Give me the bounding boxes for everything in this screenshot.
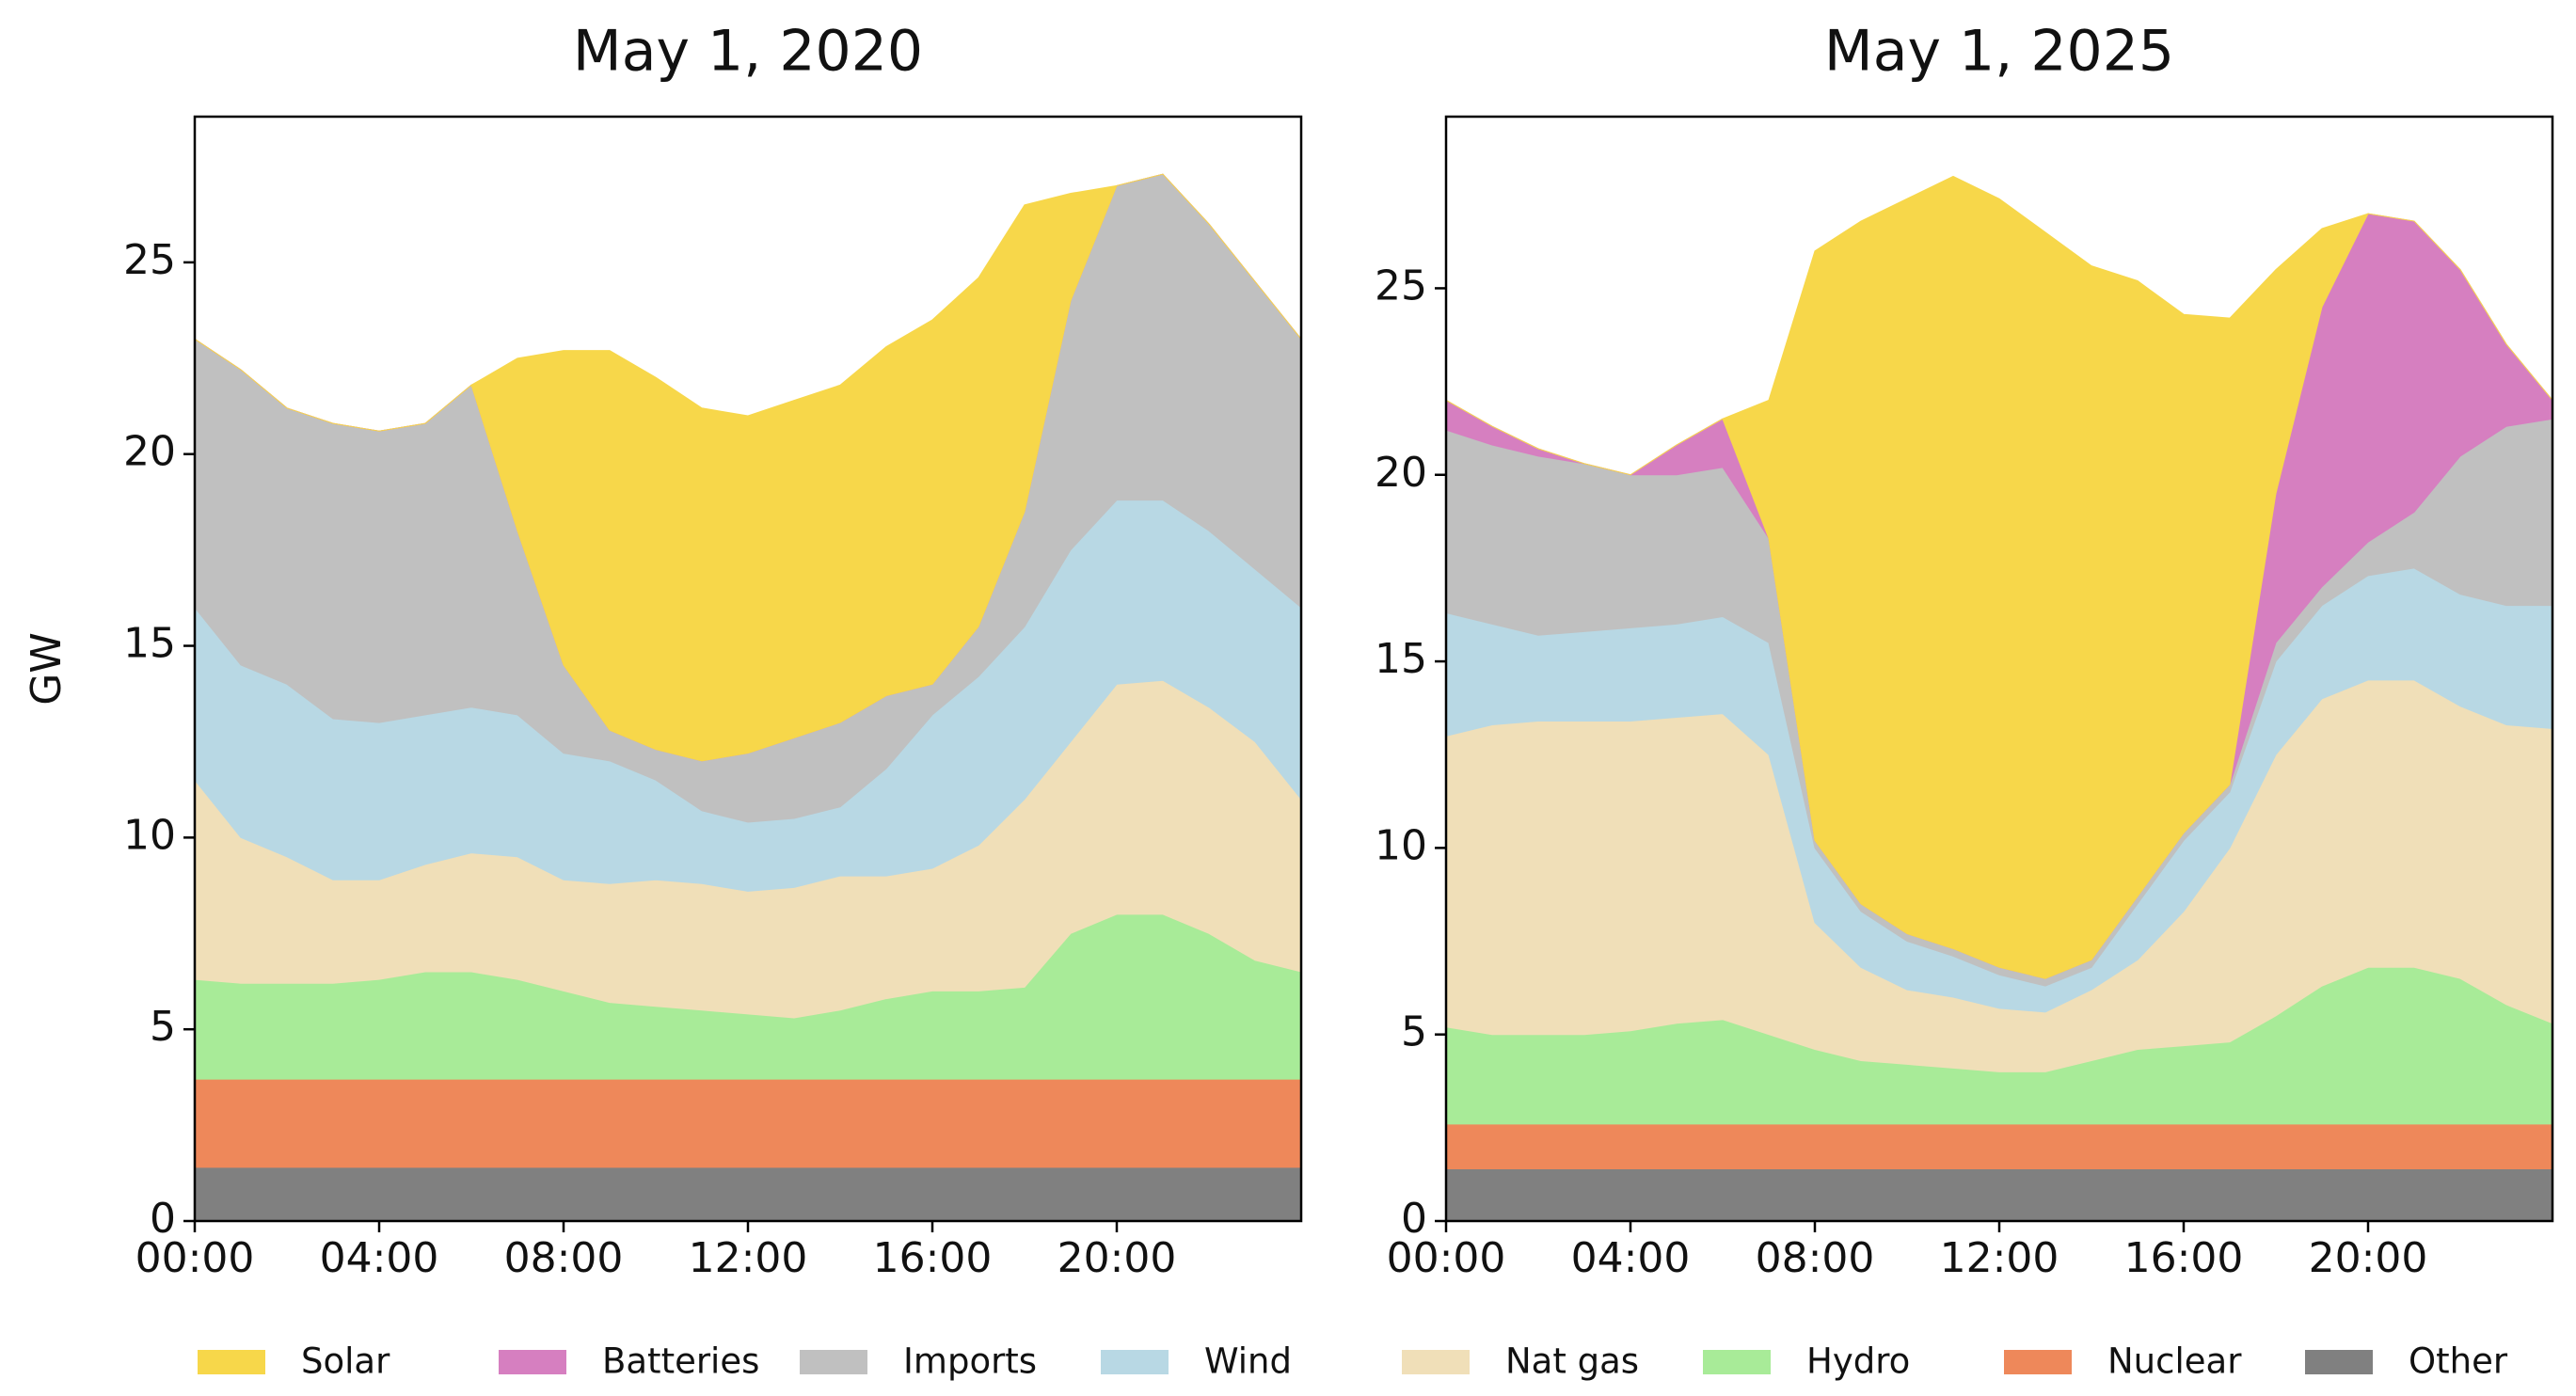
x-tick-label: 12:00 xyxy=(689,1234,808,1282)
legend-label: Solar xyxy=(301,1341,390,1382)
legend-swatch xyxy=(1402,1350,1470,1374)
y-tick-label: 20 xyxy=(123,428,176,476)
legend-label: Other xyxy=(2409,1341,2508,1382)
area xyxy=(1445,1123,2553,1169)
x-tick-label: 08:00 xyxy=(1756,1234,1875,1282)
x-tick-label: 08:00 xyxy=(504,1234,624,1282)
y-tick-label: 10 xyxy=(1375,821,1427,869)
legend-swatch xyxy=(499,1350,566,1374)
chart-title: May 1, 2020 xyxy=(573,19,923,85)
area xyxy=(194,1166,1302,1222)
y-tick-label: 5 xyxy=(150,1003,176,1051)
x-tick-label: 00:00 xyxy=(135,1234,255,1282)
y-tick-label: 25 xyxy=(1375,262,1427,309)
x-tick-label: 20:00 xyxy=(1057,1234,1177,1282)
legend-label: Nuclear xyxy=(2107,1341,2242,1382)
chart-title: May 1, 2025 xyxy=(1824,19,2174,85)
y-tick-label: 10 xyxy=(123,811,176,859)
legend-label: Nat gas xyxy=(1505,1341,1639,1382)
y-axis-label: GW xyxy=(23,632,71,706)
y-tick-label: 15 xyxy=(1375,635,1427,683)
legend-swatch xyxy=(2004,1350,2072,1374)
y-tick-label: 25 xyxy=(123,236,176,284)
x-tick-label: 00:00 xyxy=(1387,1234,1506,1282)
y-tick-label: 0 xyxy=(1401,1195,1427,1243)
legend-swatch xyxy=(1101,1350,1169,1374)
y-tick-label: 20 xyxy=(1375,449,1427,497)
x-tick-label: 04:00 xyxy=(1571,1234,1691,1282)
x-tick-label: 16:00 xyxy=(2124,1234,2244,1282)
legend-label: Wind xyxy=(1204,1341,1292,1382)
area xyxy=(194,1078,1302,1168)
x-tick-label: 12:00 xyxy=(1940,1234,2059,1282)
y-tick-label: 15 xyxy=(123,620,176,668)
x-tick-label: 04:00 xyxy=(320,1234,439,1282)
x-tick-label: 16:00 xyxy=(873,1234,993,1282)
y-tick-label: 0 xyxy=(150,1195,176,1243)
area xyxy=(1445,1167,2553,1222)
legend-swatch xyxy=(1703,1350,1771,1374)
x-tick-label: 20:00 xyxy=(2309,1234,2428,1282)
legend-label: Imports xyxy=(903,1341,1037,1382)
legend-label: Hydro xyxy=(1806,1341,1910,1382)
legend-swatch xyxy=(198,1350,265,1374)
y-tick-label: 5 xyxy=(1401,1008,1427,1056)
legend-swatch xyxy=(2305,1350,2373,1374)
legend-swatch xyxy=(800,1350,867,1374)
legend-label: Batteries xyxy=(602,1341,759,1382)
